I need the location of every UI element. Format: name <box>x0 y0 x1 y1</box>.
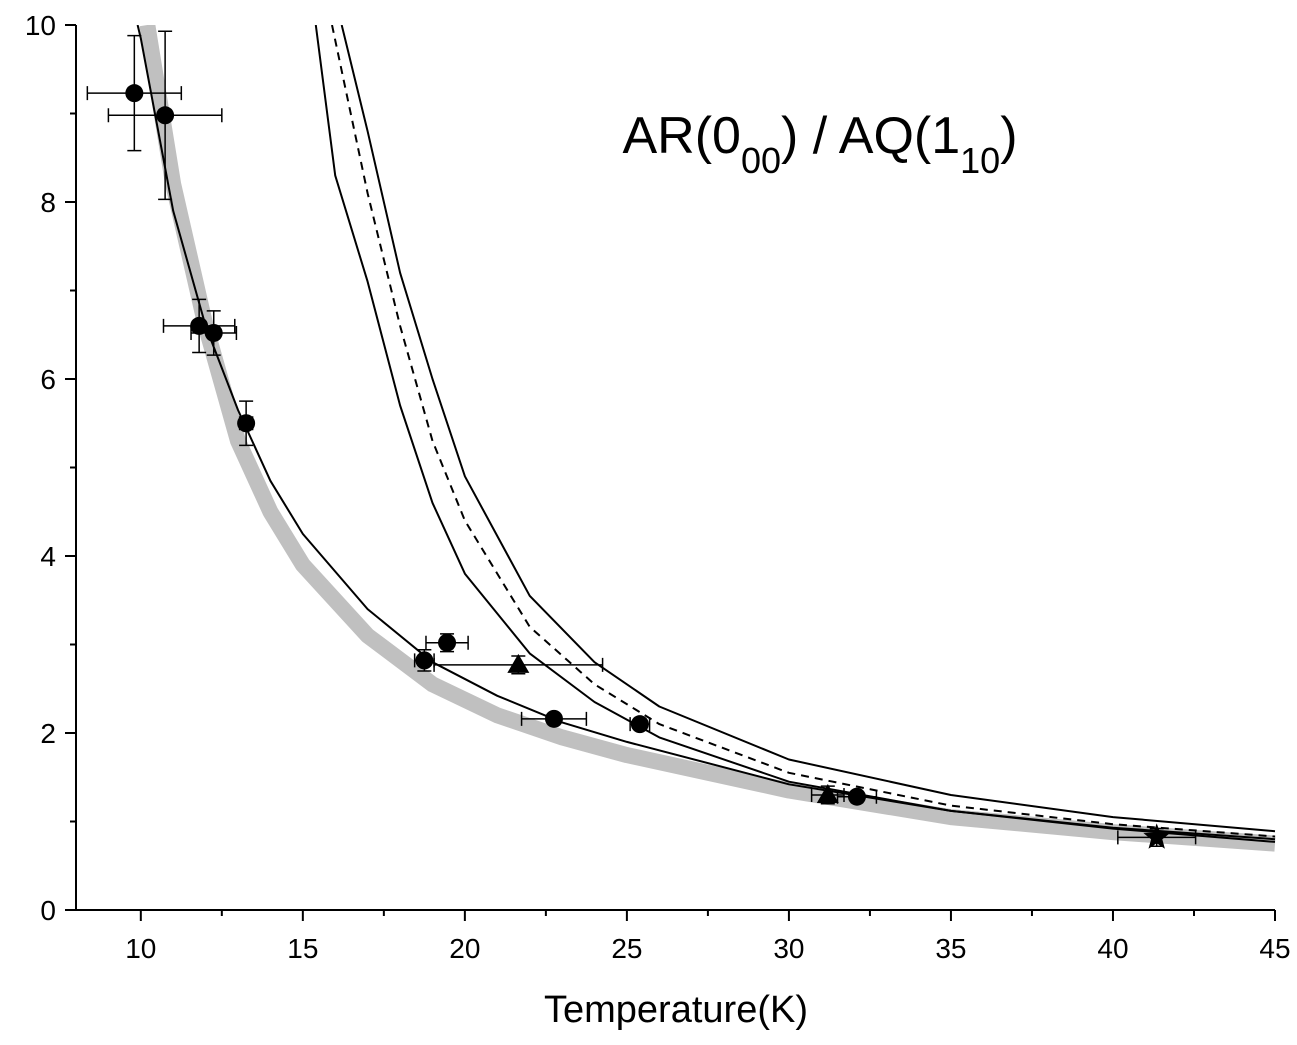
point <box>438 633 457 652</box>
point <box>544 709 563 728</box>
annotation-text: ) / AQ(1 <box>781 107 960 165</box>
fit-curve <box>331 25 1276 838</box>
x-tick-label: 25 <box>611 933 642 964</box>
x-tick-label: 15 <box>287 933 318 964</box>
x-tick-label: 35 <box>935 933 966 964</box>
x-tick-label: 30 <box>773 933 804 964</box>
annotation-text: ) <box>1000 107 1017 165</box>
annotation-text: AR(0 <box>622 107 740 165</box>
curves <box>136 25 1276 852</box>
point <box>125 84 144 103</box>
point <box>847 787 866 806</box>
x-tick-label: 45 <box>1259 933 1290 964</box>
point <box>415 651 434 670</box>
annotation-subscript: 00 <box>741 140 781 181</box>
fit-band <box>139 25 1276 852</box>
y-tick-label: 0 <box>40 895 56 926</box>
annotation: AR(000) / AQ(110) <box>622 107 1017 181</box>
y-tick-label: 4 <box>40 541 56 572</box>
y-tick-label: 10 <box>25 10 56 41</box>
x-axis-label: Temperature(K) <box>544 989 808 1031</box>
fit-curve <box>136 25 1276 843</box>
x-tick-label: 10 <box>125 933 156 964</box>
point <box>816 783 839 803</box>
axes: 10 15 20 25 30 35 40 45 0 2 4 6 8 10 <box>25 10 1291 964</box>
point <box>190 316 209 335</box>
x-tick-label: 40 <box>1097 933 1128 964</box>
fit-curve <box>340 25 1276 833</box>
annotation-subscript: 10 <box>960 140 1000 181</box>
point <box>204 323 223 342</box>
point <box>237 414 256 433</box>
point <box>156 106 175 125</box>
point <box>630 715 649 734</box>
point <box>1143 823 1170 849</box>
fit-curve <box>314 25 1276 841</box>
y-tick-label: 2 <box>40 718 56 749</box>
points <box>86 30 1197 849</box>
y-tick-label: 8 <box>40 187 56 218</box>
y-tick-label: 6 <box>40 364 56 395</box>
point <box>507 653 530 673</box>
x-tick-label: 20 <box>449 933 480 964</box>
